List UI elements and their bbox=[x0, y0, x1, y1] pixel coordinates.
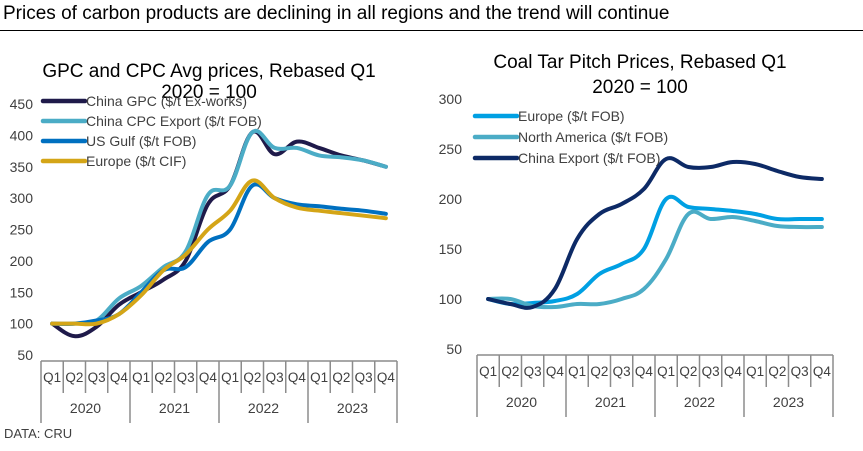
x-tick-label-quarter: Q3 bbox=[791, 364, 809, 379]
x-tick-label-quarter: Q3 bbox=[355, 370, 373, 385]
x-tick-label-quarter: Q1 bbox=[479, 364, 497, 379]
x-tick-label-quarter: Q1 bbox=[568, 364, 586, 379]
x-tick-label-quarter: Q4 bbox=[635, 364, 654, 379]
series-line-europe-t-cif bbox=[50, 178, 388, 327]
x-tick-label-quarter: Q2 bbox=[332, 370, 350, 385]
x-tick-label-quarter: Q1 bbox=[132, 370, 150, 385]
y-tick-label: 350 bbox=[10, 159, 34, 175]
legend-label: Europe ($/t CIF) bbox=[86, 153, 186, 169]
legend-label: North America ($/t FOB) bbox=[518, 129, 668, 145]
x-tick-label-quarter: Q3 bbox=[88, 370, 106, 385]
x-tick-label-year: 2021 bbox=[159, 400, 190, 416]
x-tick-label-quarter: Q4 bbox=[724, 364, 743, 379]
series-line-north-america-t-fob bbox=[486, 209, 824, 310]
y-tick-label: 250 bbox=[439, 141, 463, 157]
legend-label: US Gulf ($/t FOB) bbox=[86, 133, 196, 149]
y-tick-label: 150 bbox=[439, 241, 463, 257]
series-line-europe-t-fob bbox=[486, 194, 824, 307]
x-tick-label-quarter: Q2 bbox=[65, 370, 83, 385]
x-tick-label-year: 2023 bbox=[773, 394, 804, 410]
x-tick-label-quarter: Q4 bbox=[110, 370, 129, 385]
x-tick-label-quarter: Q1 bbox=[310, 370, 328, 385]
x-tick-label-quarter: Q2 bbox=[768, 364, 786, 379]
x-tick-label-quarter: Q1 bbox=[746, 364, 764, 379]
y-tick-label: 150 bbox=[10, 284, 34, 300]
x-tick-label-year: 2022 bbox=[684, 394, 715, 410]
x-tick-label-year: 2020 bbox=[70, 400, 101, 416]
x-tick-label-quarter: Q4 bbox=[199, 370, 218, 385]
x-tick-label-quarter: Q3 bbox=[702, 364, 720, 379]
y-tick-label: 300 bbox=[10, 190, 34, 206]
x-tick-label-quarter: Q4 bbox=[813, 364, 832, 379]
y-tick-label: 250 bbox=[10, 222, 34, 238]
y-tick-label: 300 bbox=[439, 91, 463, 107]
x-tick-label-quarter: Q2 bbox=[243, 370, 261, 385]
series-line-china-gpc-t-ex-works bbox=[50, 129, 388, 339]
legend-label: Europe ($/t FOB) bbox=[518, 108, 625, 124]
y-tick-label: 450 bbox=[10, 96, 34, 112]
legend-label: China GPC ($/t Ex-works) bbox=[86, 93, 247, 109]
headline: Prices of carbon products are declining … bbox=[3, 3, 670, 24]
x-tick-label-quarter: Q2 bbox=[501, 364, 519, 379]
x-tick-label-quarter: Q2 bbox=[679, 364, 697, 379]
x-tick-label-quarter: Q4 bbox=[546, 364, 565, 379]
x-tick-label-quarter: Q2 bbox=[590, 364, 608, 379]
series-line-china-export-t-fob bbox=[486, 156, 824, 310]
x-tick-label-year: 2022 bbox=[248, 400, 279, 416]
y-tick-label: 200 bbox=[10, 253, 34, 269]
x-tick-label-quarter: Q1 bbox=[43, 370, 61, 385]
legend-label: China CPC Export ($/t FOB) bbox=[86, 113, 262, 129]
headline-divider bbox=[0, 30, 863, 31]
x-tick-label-year: 2021 bbox=[595, 394, 626, 410]
x-tick-label-year: 2020 bbox=[506, 394, 537, 410]
y-tick-label: 100 bbox=[10, 316, 34, 332]
y-tick-label: 200 bbox=[439, 191, 463, 207]
x-tick-label-quarter: Q3 bbox=[266, 370, 284, 385]
data-source-note: DATA: CRU bbox=[4, 426, 73, 441]
chart-title-line2: 2020 = 100 bbox=[592, 77, 688, 98]
x-tick-label-quarter: Q4 bbox=[377, 370, 396, 385]
series-line-china-cpc-export-t-fob bbox=[50, 128, 388, 326]
x-tick-label-quarter: Q3 bbox=[613, 364, 631, 379]
y-tick-label: 50 bbox=[17, 347, 33, 363]
chart-title-line1: GPC and CPC Avg prices, Rebased Q1 bbox=[42, 61, 375, 82]
legend-label: China Export ($/t FOB) bbox=[518, 150, 660, 166]
y-tick-label: 100 bbox=[439, 291, 463, 307]
x-tick-label-quarter: Q3 bbox=[177, 370, 195, 385]
chart-title-line2: 2020 = 100 bbox=[161, 82, 257, 103]
x-tick-label-quarter: Q1 bbox=[221, 370, 239, 385]
x-tick-label-quarter: Q4 bbox=[288, 370, 307, 385]
x-tick-label-quarter: Q2 bbox=[154, 370, 172, 385]
x-tick-label-quarter: Q1 bbox=[657, 364, 675, 379]
x-tick-label-quarter: Q3 bbox=[524, 364, 542, 379]
y-tick-label: 400 bbox=[10, 127, 34, 143]
x-tick-label-year: 2023 bbox=[337, 400, 368, 416]
y-tick-label: 50 bbox=[446, 341, 462, 357]
chart-title-line1: Coal Tar Pitch Prices, Rebased Q1 bbox=[493, 52, 786, 73]
